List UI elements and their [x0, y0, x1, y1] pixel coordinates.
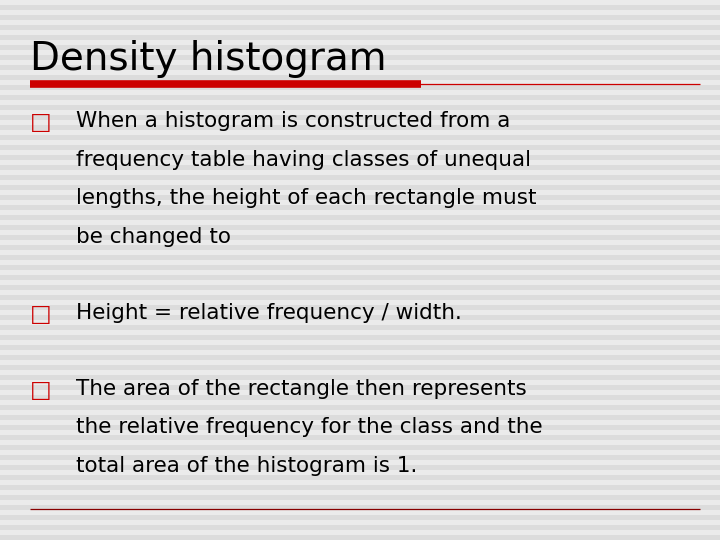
Bar — [0, 75, 720, 80]
Bar — [0, 185, 720, 190]
Text: frequency table having classes of unequal: frequency table having classes of unequa… — [76, 150, 531, 170]
Text: be changed to: be changed to — [76, 227, 230, 247]
Bar — [0, 305, 720, 310]
Bar — [0, 265, 720, 270]
Bar — [0, 45, 720, 50]
Bar — [0, 365, 720, 370]
Bar — [0, 295, 720, 300]
Bar — [0, 25, 720, 30]
Text: When a histogram is constructed from a: When a histogram is constructed from a — [76, 111, 510, 131]
Text: Density histogram: Density histogram — [30, 40, 387, 78]
Text: □: □ — [30, 111, 52, 134]
Bar — [0, 155, 720, 160]
Text: lengths, the height of each rectangle must: lengths, the height of each rectangle mu… — [76, 188, 536, 208]
Bar — [0, 325, 720, 330]
Bar — [0, 275, 720, 280]
Bar — [0, 505, 720, 510]
Bar — [0, 455, 720, 460]
Bar — [0, 435, 720, 440]
Bar — [0, 405, 720, 410]
Bar — [0, 95, 720, 100]
Bar — [0, 205, 720, 210]
Bar — [0, 55, 720, 60]
Bar — [0, 465, 720, 470]
Bar — [0, 415, 720, 420]
Bar — [0, 525, 720, 530]
Bar — [0, 315, 720, 320]
Bar — [0, 115, 720, 120]
Bar — [0, 535, 720, 540]
Bar — [0, 425, 720, 430]
Bar — [0, 375, 720, 380]
Bar — [0, 235, 720, 240]
Text: total area of the histogram is 1.: total area of the histogram is 1. — [76, 456, 417, 476]
Bar — [0, 335, 720, 340]
Bar — [0, 85, 720, 90]
Bar — [0, 515, 720, 520]
Text: □: □ — [30, 303, 52, 326]
Text: the relative frequency for the class and the: the relative frequency for the class and… — [76, 417, 542, 437]
Bar — [0, 145, 720, 150]
Bar — [0, 175, 720, 180]
Bar — [0, 195, 720, 200]
Bar — [0, 15, 720, 20]
Bar — [0, 215, 720, 220]
Bar — [0, 245, 720, 250]
Bar — [0, 285, 720, 290]
Bar — [0, 385, 720, 390]
Bar — [0, 105, 720, 110]
Bar — [0, 225, 720, 230]
Bar — [0, 125, 720, 130]
Bar — [0, 135, 720, 140]
Bar — [0, 395, 720, 400]
Bar — [0, 165, 720, 170]
Bar — [0, 485, 720, 490]
Bar — [0, 35, 720, 40]
Text: □: □ — [30, 379, 52, 402]
Bar — [0, 495, 720, 500]
Bar — [0, 355, 720, 360]
Text: The area of the rectangle then represents: The area of the rectangle then represent… — [76, 379, 526, 399]
Bar — [0, 445, 720, 450]
Text: Height = relative frequency / width.: Height = relative frequency / width. — [76, 303, 462, 323]
Bar — [0, 65, 720, 70]
Bar — [0, 255, 720, 260]
Bar — [0, 5, 720, 10]
Bar — [0, 475, 720, 480]
Bar — [0, 345, 720, 350]
